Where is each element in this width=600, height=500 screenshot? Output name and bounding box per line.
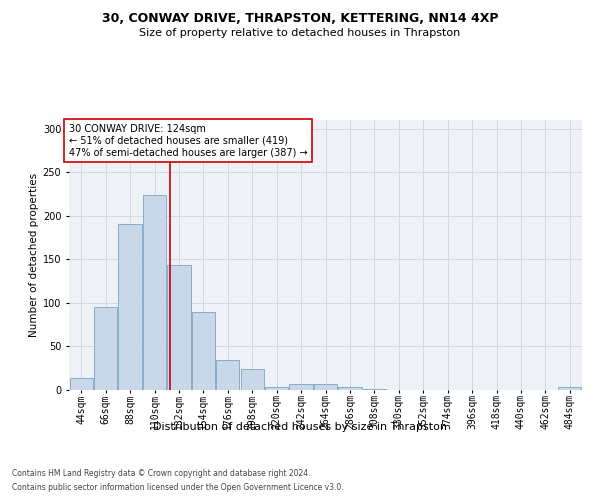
Text: Contains public sector information licensed under the Open Government Licence v3: Contains public sector information licen… — [12, 484, 344, 492]
Text: Distribution of detached houses by size in Thrapston: Distribution of detached houses by size … — [153, 422, 447, 432]
Bar — [70, 378, 93, 390]
Bar — [558, 388, 581, 390]
Text: Contains HM Land Registry data © Crown copyright and database right 2024.: Contains HM Land Registry data © Crown c… — [12, 468, 311, 477]
Bar — [289, 384, 313, 390]
Bar — [167, 264, 191, 390]
Bar — [241, 369, 264, 390]
Bar — [143, 195, 166, 390]
Bar — [216, 360, 239, 390]
Bar — [94, 308, 118, 390]
Bar — [191, 312, 215, 390]
Bar — [118, 224, 142, 390]
Bar — [265, 386, 289, 390]
Y-axis label: Number of detached properties: Number of detached properties — [29, 173, 38, 337]
Text: Size of property relative to detached houses in Thrapston: Size of property relative to detached ho… — [139, 28, 461, 38]
Bar — [314, 384, 337, 390]
Text: 30 CONWAY DRIVE: 124sqm
← 51% of detached houses are smaller (419)
47% of semi-d: 30 CONWAY DRIVE: 124sqm ← 51% of detache… — [69, 124, 308, 158]
Bar — [362, 389, 386, 390]
Text: 30, CONWAY DRIVE, THRAPSTON, KETTERING, NN14 4XP: 30, CONWAY DRIVE, THRAPSTON, KETTERING, … — [102, 12, 498, 26]
Bar — [338, 386, 362, 390]
